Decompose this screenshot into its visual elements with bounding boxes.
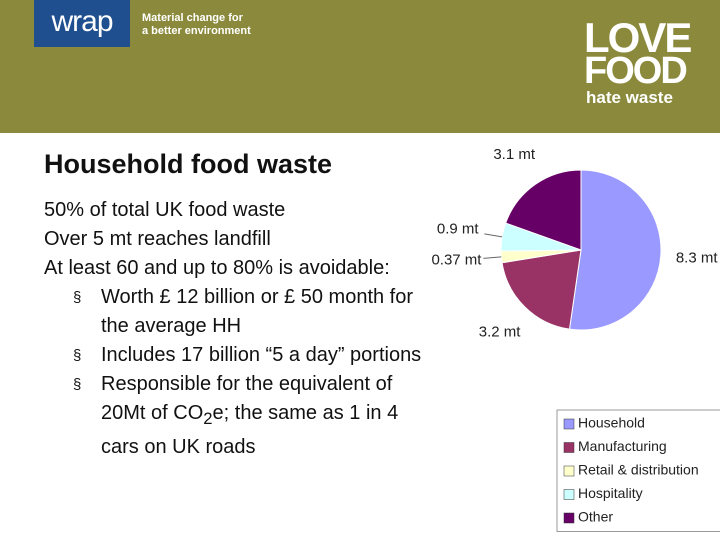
legend-swatch: [563, 418, 575, 430]
tagline: Material change for: [142, 12, 243, 24]
leader-line: [484, 233, 503, 238]
subpoint: Responsible for the equivalent of 20Mt o…: [73, 370, 440, 462]
subscript: 2: [203, 409, 213, 428]
legend-label: Manufacturing: [578, 438, 667, 454]
pie-slice: [568, 169, 662, 331]
legend-swatch: [563, 465, 575, 477]
data-label: 0.9 mt: [437, 220, 480, 237]
subpoint: Worth £ 12 billion or £ 50 month for the…: [73, 283, 440, 341]
legend-swatch: [563, 442, 575, 453]
point: At least 60 and up to 80% is avoidable:: [44, 257, 390, 279]
data-label: 8.3 mt: [676, 249, 719, 266]
subpoint: Includes 17 billion “5 a day” portions: [73, 341, 440, 370]
point: Over 5 mt reaches landfill: [44, 228, 271, 250]
legend-swatch: [563, 489, 575, 500]
tagline: a better environment: [142, 25, 251, 37]
logo-text: LOVE: [584, 14, 692, 61]
pie-slice: [505, 169, 582, 251]
slide-title: Household food waste: [44, 149, 333, 179]
data-label: 0.37 mt: [431, 252, 482, 269]
text: Responsible for the equivalent of 20Mt o…: [101, 373, 393, 424]
legend-swatch: [563, 512, 575, 524]
logo-text: hate waste: [586, 88, 673, 107]
legend-label: Retail & distribution: [578, 462, 699, 478]
legend-label: Household: [578, 415, 645, 431]
legend-label: Other: [578, 509, 613, 525]
data-label: 3.1 mt: [493, 146, 536, 163]
logo-text: FOOD: [584, 50, 688, 92]
legend-box: [556, 409, 720, 532]
data-label: 3.2 mt: [479, 324, 522, 341]
legend-label: Hospitality: [578, 485, 643, 501]
content: Household food waste 50% of total UK foo…: [44, 146, 440, 462]
org-logo: wrap: [34, 0, 130, 47]
point: 50% of total UK food waste: [44, 199, 286, 221]
pie-slice: [501, 249, 582, 330]
text: e; the same as 1 in 4 cars on UK roads: [101, 402, 399, 458]
leader-line: [483, 256, 502, 259]
